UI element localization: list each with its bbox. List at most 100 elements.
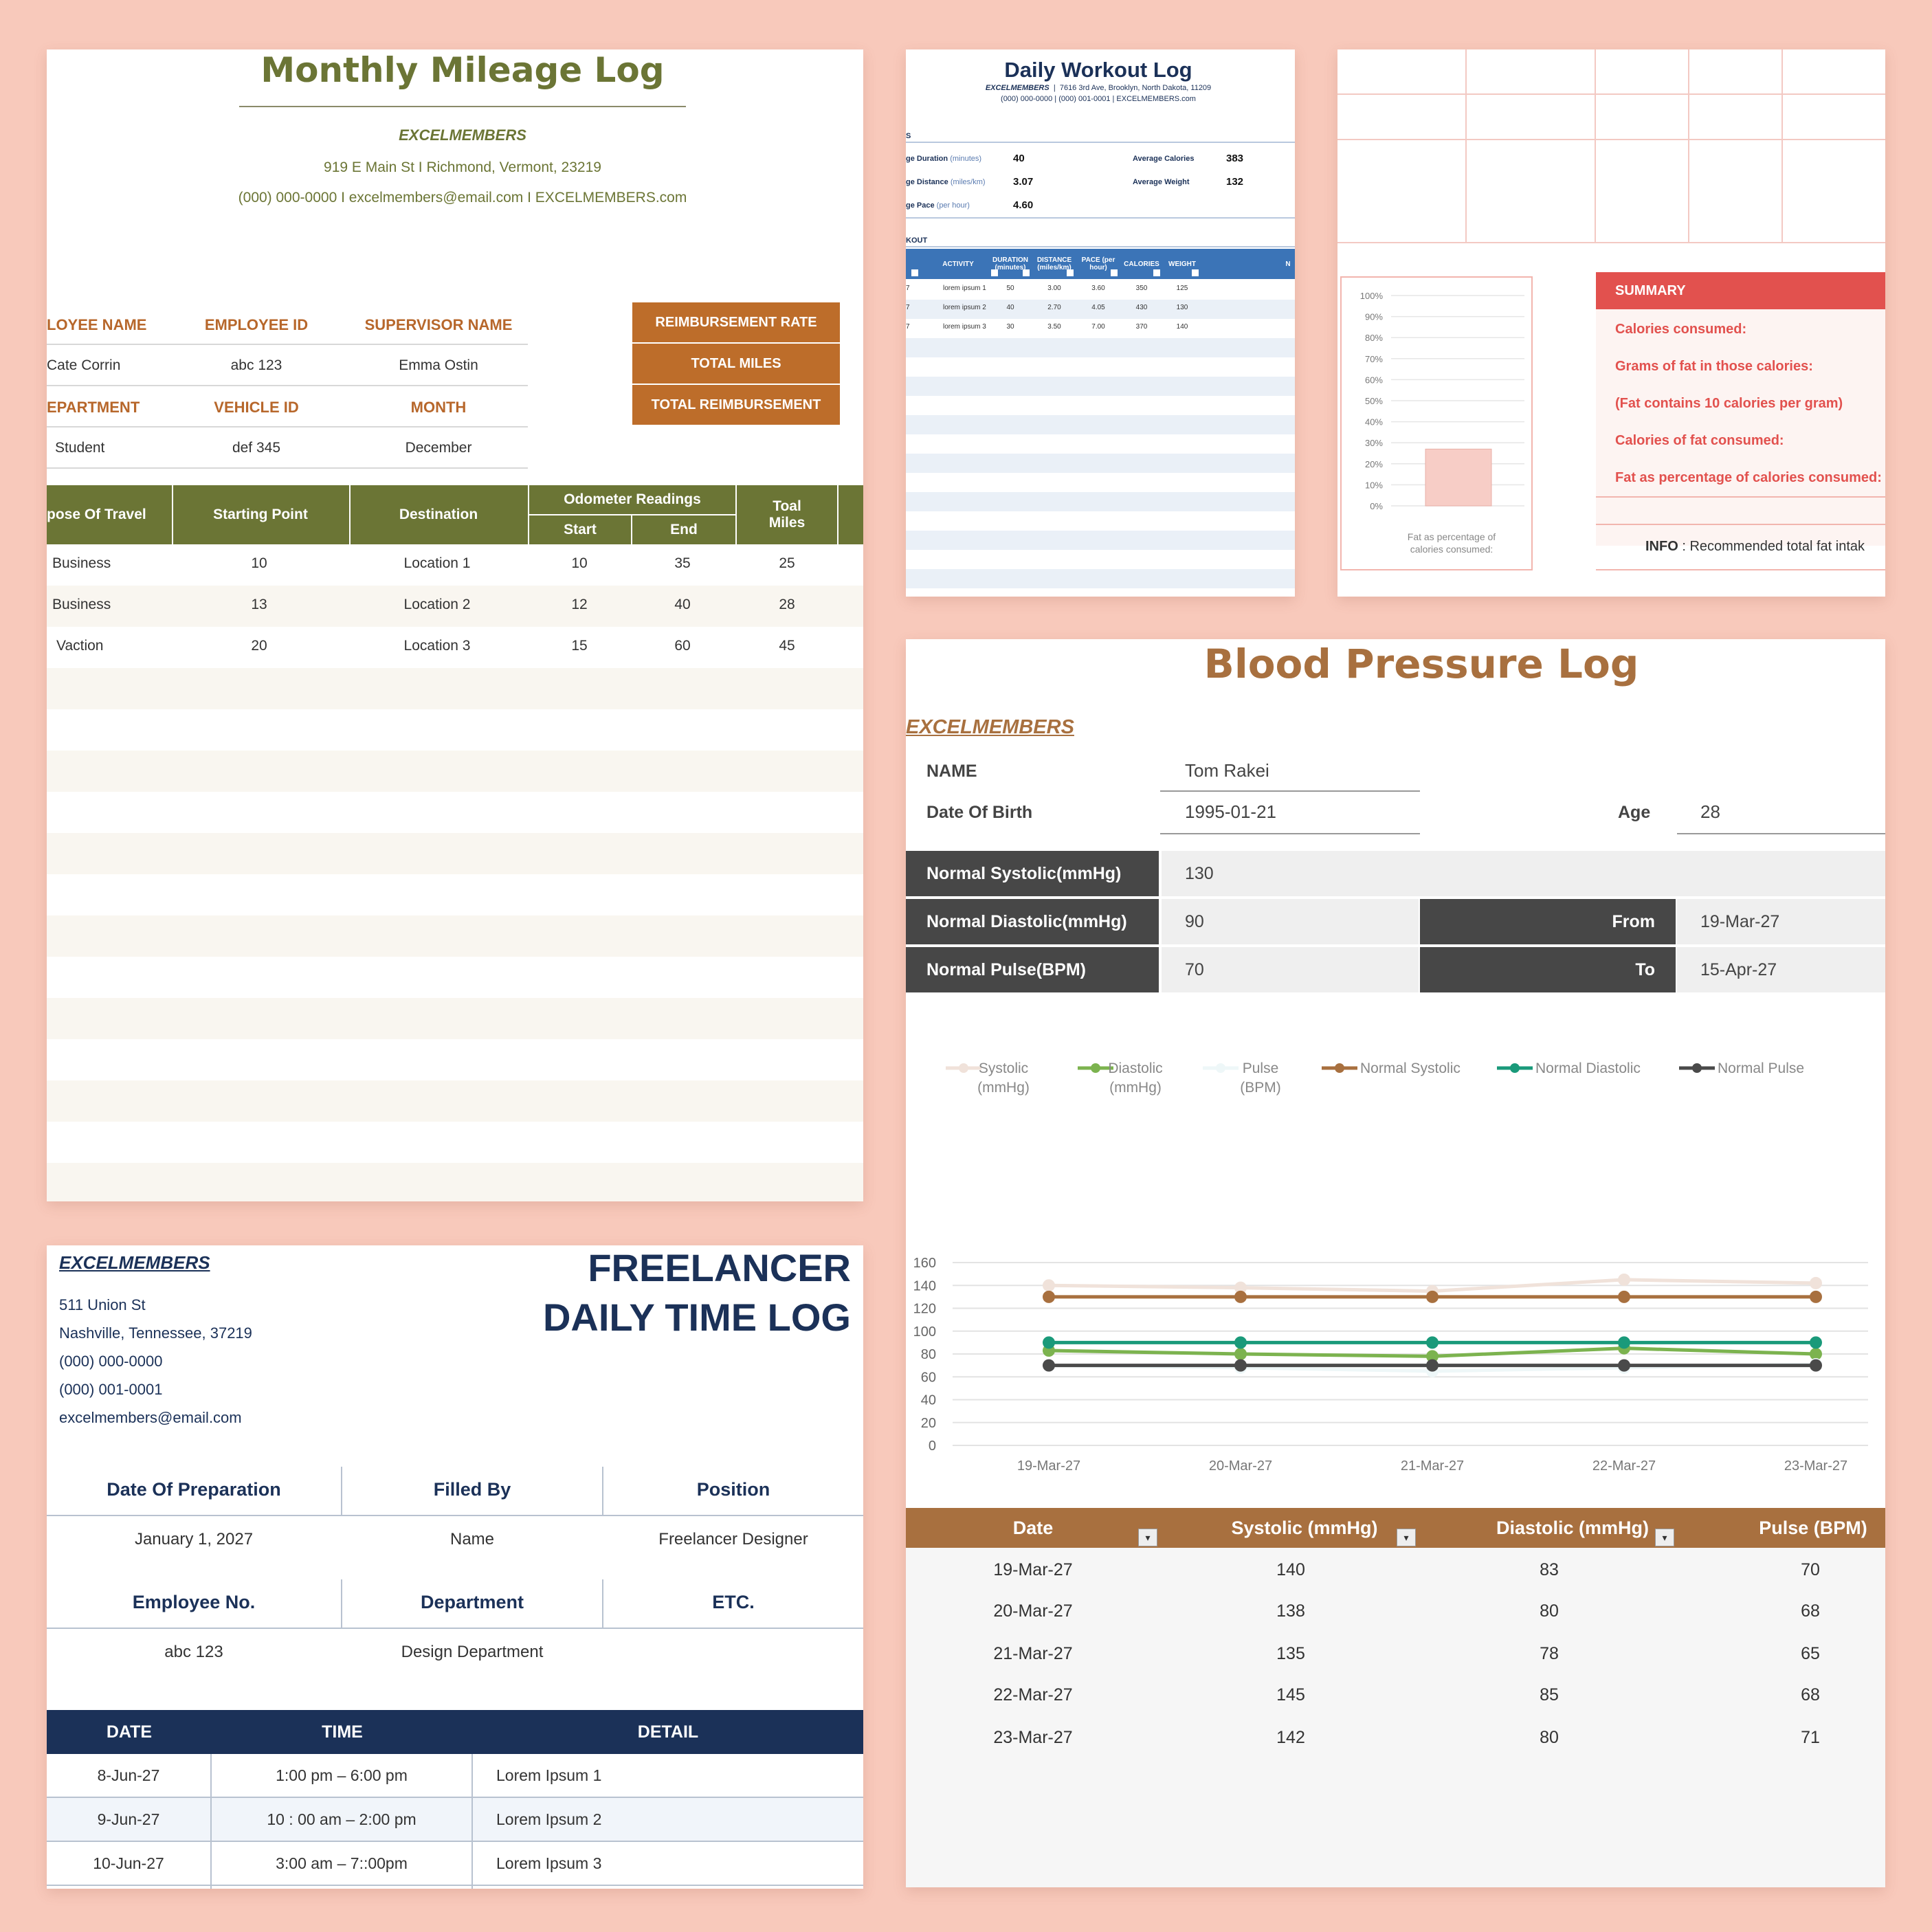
normal-systolic-value[interactable]: 130 xyxy=(1162,851,1885,896)
cell-time[interactable]: 3:00 am – 7::00pm xyxy=(276,1854,408,1872)
cell-diastolic[interactable]: 80 xyxy=(1540,1601,1559,1621)
filter-dropdown-icon[interactable] xyxy=(911,269,918,276)
position-value[interactable]: Freelancer Designer xyxy=(658,1530,808,1548)
x-tick-label: 22-Mar-27 xyxy=(1592,1458,1656,1474)
cell-date[interactable]: 20-Mar-27 xyxy=(993,1601,1073,1621)
cell-distance[interactable]: 3.00 xyxy=(1047,285,1061,292)
cell-calories[interactable]: 370 xyxy=(1135,323,1148,331)
filter-dropdown-icon[interactable]: ▾ xyxy=(1138,1529,1157,1546)
cell-odo-end[interactable]: 40 xyxy=(674,597,691,612)
cell-duration[interactable]: 30 xyxy=(1006,323,1014,331)
cell-pulse[interactable]: 71 xyxy=(1801,1728,1820,1747)
cell-destination[interactable]: Location 3 xyxy=(403,638,471,654)
filter-dropdown-icon[interactable] xyxy=(1192,269,1199,276)
cell-date[interactable]: 10-Jun-27 xyxy=(93,1854,164,1872)
employee-id-value[interactable]: abc 123 xyxy=(230,357,282,373)
employee-no-value[interactable]: abc 123 xyxy=(164,1643,223,1661)
cell-weight[interactable]: 130 xyxy=(1176,304,1188,311)
employee-name-value[interactable]: Cate Corrin xyxy=(47,357,121,373)
cell-diastolic[interactable]: 78 xyxy=(1540,1644,1559,1663)
supervisor-name-value[interactable]: Emma Ostin xyxy=(399,357,478,373)
age-value[interactable]: 28 xyxy=(1700,801,1720,822)
cell-systolic[interactable]: 135 xyxy=(1276,1644,1305,1663)
cell-start-point[interactable]: 13 xyxy=(251,597,267,612)
cell-systolic[interactable]: 142 xyxy=(1276,1728,1305,1747)
cell-distance[interactable]: 2.70 xyxy=(1047,304,1061,311)
cell-purpose[interactable]: Business xyxy=(52,597,111,612)
cell-calories[interactable]: 430 xyxy=(1135,304,1148,311)
cell-date[interactable]: 8-Jun-27 xyxy=(97,1766,160,1784)
cell-calories[interactable]: 350 xyxy=(1135,285,1148,292)
cell-diastolic[interactable]: 80 xyxy=(1540,1728,1559,1747)
cell-start-point[interactable]: 20 xyxy=(251,638,267,654)
dob-value[interactable]: 1995-01-21 xyxy=(1185,801,1276,822)
cell-diastolic[interactable]: 85 xyxy=(1540,1685,1559,1705)
cell-start-point[interactable]: 10 xyxy=(251,555,267,571)
mileage-company: EXCELMEMBERS xyxy=(399,126,526,144)
cell-activity[interactable]: lorem ipsum 1 xyxy=(943,285,986,292)
cell-odo-start[interactable]: 15 xyxy=(571,638,588,654)
cell-pulse[interactable]: 68 xyxy=(1801,1601,1820,1621)
cell-activity[interactable]: lorem ipsum 2 xyxy=(943,304,986,311)
cell-distance[interactable]: 3.50 xyxy=(1047,323,1061,331)
cell-pace[interactable]: 3.60 xyxy=(1091,285,1105,292)
cell-odo-start[interactable]: 10 xyxy=(571,555,588,571)
filled-by-value[interactable]: Name xyxy=(449,1530,495,1548)
cell-odo-start[interactable]: 12 xyxy=(571,597,588,612)
cell-pulse[interactable]: 65 xyxy=(1801,1644,1820,1663)
cell-pulse[interactable]: 70 xyxy=(1801,1560,1820,1579)
cell-date[interactable]: 9-Jun-27 xyxy=(97,1810,160,1828)
cell-systolic[interactable]: 140 xyxy=(1276,1560,1305,1579)
cell-weight[interactable]: 125 xyxy=(1176,285,1188,292)
cell-pulse[interactable]: 68 xyxy=(1801,1685,1820,1705)
position-label: Position xyxy=(696,1479,770,1500)
cell-time[interactable]: 10 : 00 am – 2:00 pm xyxy=(267,1810,417,1828)
department-value[interactable]: Student xyxy=(55,440,105,456)
cell-date[interactable]: 19-Mar-27 xyxy=(993,1560,1073,1579)
filter-dropdown-icon[interactable] xyxy=(1067,269,1074,276)
cell-systolic[interactable]: 145 xyxy=(1276,1685,1305,1705)
to-value[interactable]: 15-Apr-27 xyxy=(1677,947,1885,992)
cell-systolic[interactable]: 138 xyxy=(1276,1601,1305,1621)
cell-purpose[interactable]: Business xyxy=(52,555,111,571)
cell-pace[interactable]: 4.05 xyxy=(1091,304,1105,311)
date-of-preparation-value[interactable]: January 1, 2027 xyxy=(134,1530,254,1548)
cell-activity[interactable]: lorem ipsum 3 xyxy=(943,323,986,331)
filter-dropdown-icon[interactable] xyxy=(991,269,998,276)
cell-detail[interactable]: Lorem Ipsum 3 xyxy=(496,1854,602,1872)
cell-destination[interactable]: Location 2 xyxy=(403,597,471,612)
normal-pulse-value[interactable]: 70 xyxy=(1162,947,1419,992)
cell-odo-end[interactable]: 35 xyxy=(674,555,691,571)
filter-dropdown-icon[interactable] xyxy=(1023,269,1030,276)
filter-dropdown-icon[interactable] xyxy=(1153,269,1160,276)
cell-total[interactable]: 45 xyxy=(779,638,795,654)
cell-total[interactable]: 25 xyxy=(779,555,795,571)
from-value[interactable]: 19-Mar-27 xyxy=(1677,899,1885,944)
cell-date[interactable]: 21-Mar-27 xyxy=(993,1644,1073,1663)
vehicle-id-value[interactable]: def 345 xyxy=(232,440,281,456)
department-value[interactable]: Design Department xyxy=(401,1643,544,1661)
cell-duration[interactable]: 40 xyxy=(1006,304,1014,311)
filter-dropdown-icon[interactable] xyxy=(1111,269,1118,276)
cell-detail[interactable]: Lorem Ipsum 1 xyxy=(496,1766,602,1784)
cell-total[interactable]: 28 xyxy=(779,597,795,612)
cell-date[interactable]: 23-Mar-27 xyxy=(993,1728,1073,1747)
month-value[interactable]: December xyxy=(405,440,472,456)
cell-pace[interactable]: 7.00 xyxy=(1091,323,1105,331)
filter-dropdown-icon[interactable]: ▾ xyxy=(1655,1529,1674,1546)
cell-duration[interactable]: 50 xyxy=(1006,285,1014,292)
name-value[interactable]: Tom Rakei xyxy=(1185,760,1269,781)
normal-diastolic-value[interactable]: 90 xyxy=(1162,899,1419,944)
cell-purpose[interactable]: Vaction xyxy=(56,638,104,654)
cell-detail[interactable]: Lorem Ipsum 2 xyxy=(496,1810,602,1828)
cell-diastolic[interactable]: 83 xyxy=(1540,1560,1559,1579)
cell-weight[interactable]: 140 xyxy=(1176,323,1188,331)
col-divider xyxy=(210,1754,212,1889)
cell-destination[interactable]: Location 1 xyxy=(403,555,471,571)
cell-date[interactable]: 22-Mar-27 xyxy=(993,1685,1073,1705)
cell-time[interactable]: 1:00 pm – 6:00 pm xyxy=(276,1766,408,1784)
address-line: 511 Union St xyxy=(59,1296,146,1313)
header-diastolic: Diastolic (mmHg) xyxy=(1496,1517,1650,1538)
cell-odo-end[interactable]: 60 xyxy=(674,638,691,654)
filter-dropdown-icon[interactable]: ▾ xyxy=(1397,1529,1416,1546)
